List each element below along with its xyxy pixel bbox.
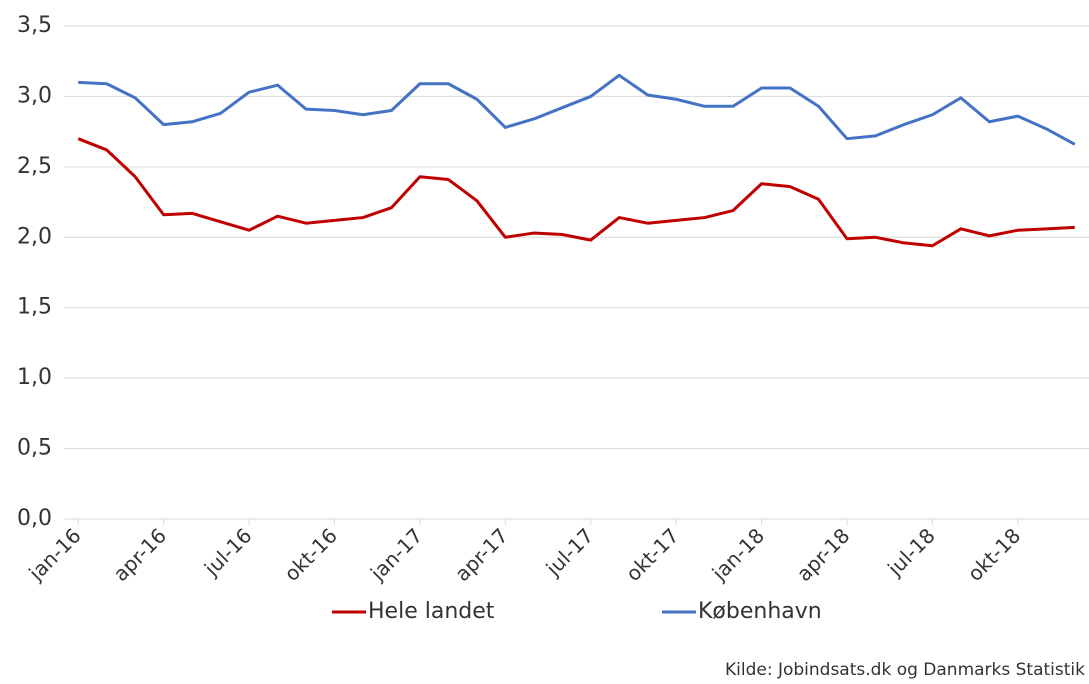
legend-label: Hele landet bbox=[368, 599, 495, 624]
y-tick-label: 2,5 bbox=[17, 154, 52, 179]
x-tick-label: apr-17 bbox=[450, 523, 513, 586]
y-tick-label: 3,0 bbox=[17, 83, 52, 108]
x-tick-label: jan-17 bbox=[365, 523, 427, 585]
source: Kilde: Jobindsats.dk og Danmarks Statist… bbox=[725, 660, 1085, 680]
x-tick-label: jan-16 bbox=[23, 523, 85, 585]
x-tick-label: okt-18 bbox=[963, 523, 1025, 585]
series-line bbox=[78, 73, 1076, 146]
x-tick-label: apr-16 bbox=[108, 523, 171, 586]
y-tick-label: 0,0 bbox=[17, 506, 52, 531]
y-tick-label: 1,0 bbox=[17, 365, 52, 390]
y-tick-label: 3,5 bbox=[17, 13, 52, 38]
x-tick-label: jul-16 bbox=[199, 523, 257, 581]
x-tick-label: jan-18 bbox=[707, 523, 769, 585]
y-tick-label: 1,5 bbox=[17, 295, 52, 320]
legend-label: København bbox=[698, 599, 822, 624]
x-tick-label: okt-16 bbox=[279, 523, 341, 585]
x-tick-label: apr-18 bbox=[792, 523, 855, 586]
x-tick-label: jul-17 bbox=[541, 523, 599, 581]
x-tick-label: jul-18 bbox=[882, 523, 940, 581]
y-tick-label: 0,5 bbox=[17, 436, 52, 461]
y-tick-label: 2,0 bbox=[17, 224, 52, 249]
series-line bbox=[77, 137, 1075, 248]
x-tick-label: okt-17 bbox=[621, 523, 683, 585]
